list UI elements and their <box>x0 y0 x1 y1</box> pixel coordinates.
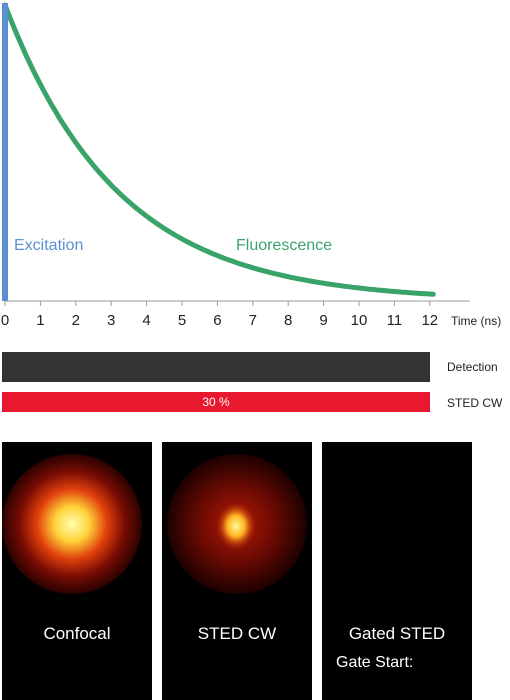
x-tick-label: 12 <box>421 312 438 329</box>
x-tick-label: 11 <box>387 312 403 329</box>
x-axis-label: Time (ns) <box>451 314 501 328</box>
x-tick-label: 9 <box>319 312 327 329</box>
x-tick-label: 5 <box>178 312 186 329</box>
fluorescence-curve <box>2 2 436 297</box>
confocal-caption: Confocal <box>43 624 111 643</box>
gated-sted-panel: Gated STED Gate Start: <box>322 442 472 700</box>
x-tick-label: 6 <box>213 312 221 329</box>
excitation-label: Excitation <box>14 237 83 254</box>
x-tick-label: 8 <box>284 312 292 329</box>
sted-cw-panel: STED CW <box>162 442 312 700</box>
gate-start-label: Gate Start: <box>336 654 414 671</box>
x-tick-label: 2 <box>72 312 80 329</box>
confocal-image <box>2 454 142 594</box>
gated-sted-caption: Gated STED <box>348 624 446 643</box>
detection-gate-bar <box>2 352 430 382</box>
sted-label: STED CW <box>447 396 503 410</box>
x-tick-label: 4 <box>142 312 150 329</box>
confocal-panel: Confocal <box>2 442 152 700</box>
x-tick-label: 7 <box>249 312 257 329</box>
lifetime-plot: 0 1 2 3 4 5 6 7 8 9 10 11 12 Excitation Fluorescence… <box>1 2 501 329</box>
x-tick-label: 1 <box>36 312 44 329</box>
detection-label: Detection <box>447 360 498 374</box>
x-tick-label: 3 <box>107 312 115 329</box>
excitation-pulse <box>2 3 8 301</box>
fluorescence-label: Fluorescence <box>236 237 332 254</box>
x-tick-label: 10 <box>351 312 368 329</box>
sted-cw-image <box>167 454 307 594</box>
x-tick-label: 0 <box>1 312 9 329</box>
x-axis-ticks: 0 1 2 3 4 5 6 7 8 9 10 11 12 <box>1 301 438 329</box>
sted-power-label: 30 % <box>202 395 230 409</box>
sted-cw-bar: 30 % <box>2 392 430 412</box>
sted-cw-caption: STED CW <box>197 624 277 643</box>
